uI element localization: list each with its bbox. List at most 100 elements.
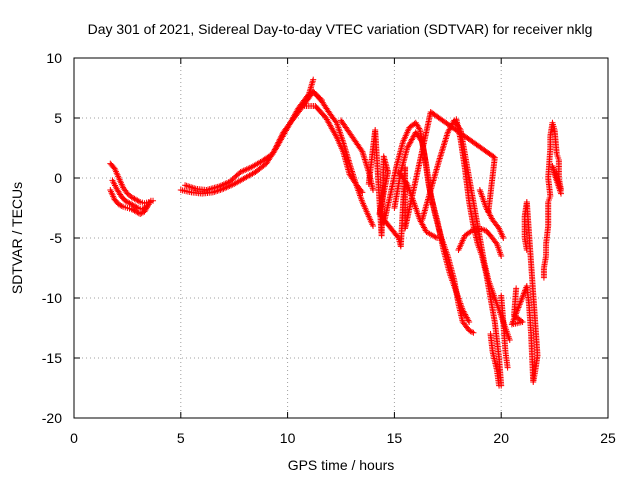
data-point-interp [273, 143, 280, 150]
data-point-interp [289, 117, 296, 124]
data-point-interp [278, 132, 285, 139]
data-point-interp [357, 145, 364, 152]
data-point-interp [320, 112, 327, 119]
data-point-interp [474, 239, 481, 246]
y-tick-label: -5 [50, 230, 63, 246]
data-point-interp [234, 171, 241, 178]
data-point-interp [120, 195, 127, 202]
data-point-interp [357, 186, 364, 193]
data-point-interp [271, 148, 278, 155]
data-point-interp [485, 230, 492, 237]
data-point-interp [346, 169, 353, 176]
y-tick-label: 0 [54, 170, 62, 186]
series-early-arc-lower [107, 187, 154, 217]
series-arc-20 [498, 292, 511, 371]
data-point-interp [499, 233, 506, 240]
data-point-interp [122, 204, 129, 211]
grid-lines [74, 58, 608, 418]
y-tick-label: -10 [42, 290, 62, 306]
data-point-interp [134, 209, 141, 216]
data-point-interp [444, 130, 451, 137]
data-point-interp [358, 147, 365, 154]
series-arc-19 [455, 225, 505, 259]
data-point-interp [146, 199, 153, 206]
data-point-interp [135, 198, 142, 205]
data-point-interp [270, 149, 277, 156]
data-point-interp [271, 146, 278, 153]
series-early-arc-upper [107, 160, 157, 207]
data-point-interp [516, 316, 523, 323]
series-arc-18 [453, 116, 505, 389]
data-point-interp [188, 184, 195, 191]
data-point-interp [546, 195, 553, 201]
data-point-interp [465, 317, 472, 324]
data-point-interp [523, 245, 530, 252]
data-point-interp [274, 140, 281, 147]
series-early-arc-middle [109, 177, 150, 213]
data-point-interp [459, 305, 466, 312]
data-point-interp [113, 199, 120, 205]
data-point-interp [482, 269, 489, 276]
axis-ticks: 0 5 10 15 20 25 -20 -15 -10 -5 0 5 10 [42, 50, 616, 446]
data-point-interp [493, 222, 500, 229]
x-tick-label: 20 [493, 430, 509, 446]
data-point-interp [365, 211, 372, 218]
data-point-interp [142, 204, 149, 211]
data-point-interp [427, 188, 434, 195]
x-tick-label: 15 [387, 430, 403, 446]
data-point-interp [123, 198, 130, 205]
data-point-interp [433, 215, 440, 222]
data-point-interp [346, 130, 353, 137]
data-point-interp [393, 164, 400, 171]
data-point-interp [497, 251, 504, 258]
data-point-interp [459, 317, 466, 324]
series-morning-rise-a [177, 76, 317, 197]
data-point-interp [358, 197, 365, 204]
data-point-interp [457, 135, 464, 142]
data-point-interp [186, 189, 193, 195]
data-point-interp [309, 78, 316, 85]
data-point-interp [493, 365, 500, 372]
data-point-interp [399, 140, 406, 147]
data-point-interp [431, 233, 438, 240]
data-point-interp [476, 233, 483, 240]
data-point-interp [339, 147, 346, 153]
data-point-interp [109, 163, 116, 169]
data-point-interp [428, 231, 435, 238]
series-stray-mid [365, 109, 498, 250]
data-point-interp [504, 362, 511, 369]
data-point-interp [478, 251, 485, 258]
data-point-interp [358, 188, 365, 194]
data-point-interp [551, 169, 558, 176]
data-point-interp [467, 228, 474, 235]
data-point-interp [376, 209, 383, 216]
data-point-interp [119, 183, 126, 189]
data-point-interp [325, 108, 332, 115]
data-point-interp [132, 203, 139, 210]
data-point-interp [191, 185, 198, 192]
data-point-interp [403, 146, 410, 153]
data-point-interp [115, 173, 122, 180]
data-point-interp [495, 380, 502, 387]
data-point-interp [275, 139, 282, 146]
data-point-interp [138, 210, 145, 217]
data-point-interp [487, 293, 494, 300]
data-point-interp [276, 136, 283, 143]
data-point-interp [490, 153, 497, 160]
data-point-interp [492, 239, 499, 246]
data-point-interp [117, 202, 124, 209]
data-point-interp [485, 206, 492, 213]
data-point [182, 182, 189, 189]
data-point-interp [440, 245, 447, 252]
data-point-interp [557, 189, 564, 195]
data-point-interp [470, 221, 477, 228]
series-late-cluster [540, 119, 565, 281]
series-arc-20b [487, 331, 503, 389]
data-point-interp [134, 197, 141, 204]
y-tick-label: -15 [42, 350, 62, 366]
data-point-interp [415, 124, 422, 131]
data-point-interp [130, 195, 137, 201]
data-point-interp [140, 205, 147, 212]
x-axis-label: GPS time / hours [288, 457, 395, 473]
